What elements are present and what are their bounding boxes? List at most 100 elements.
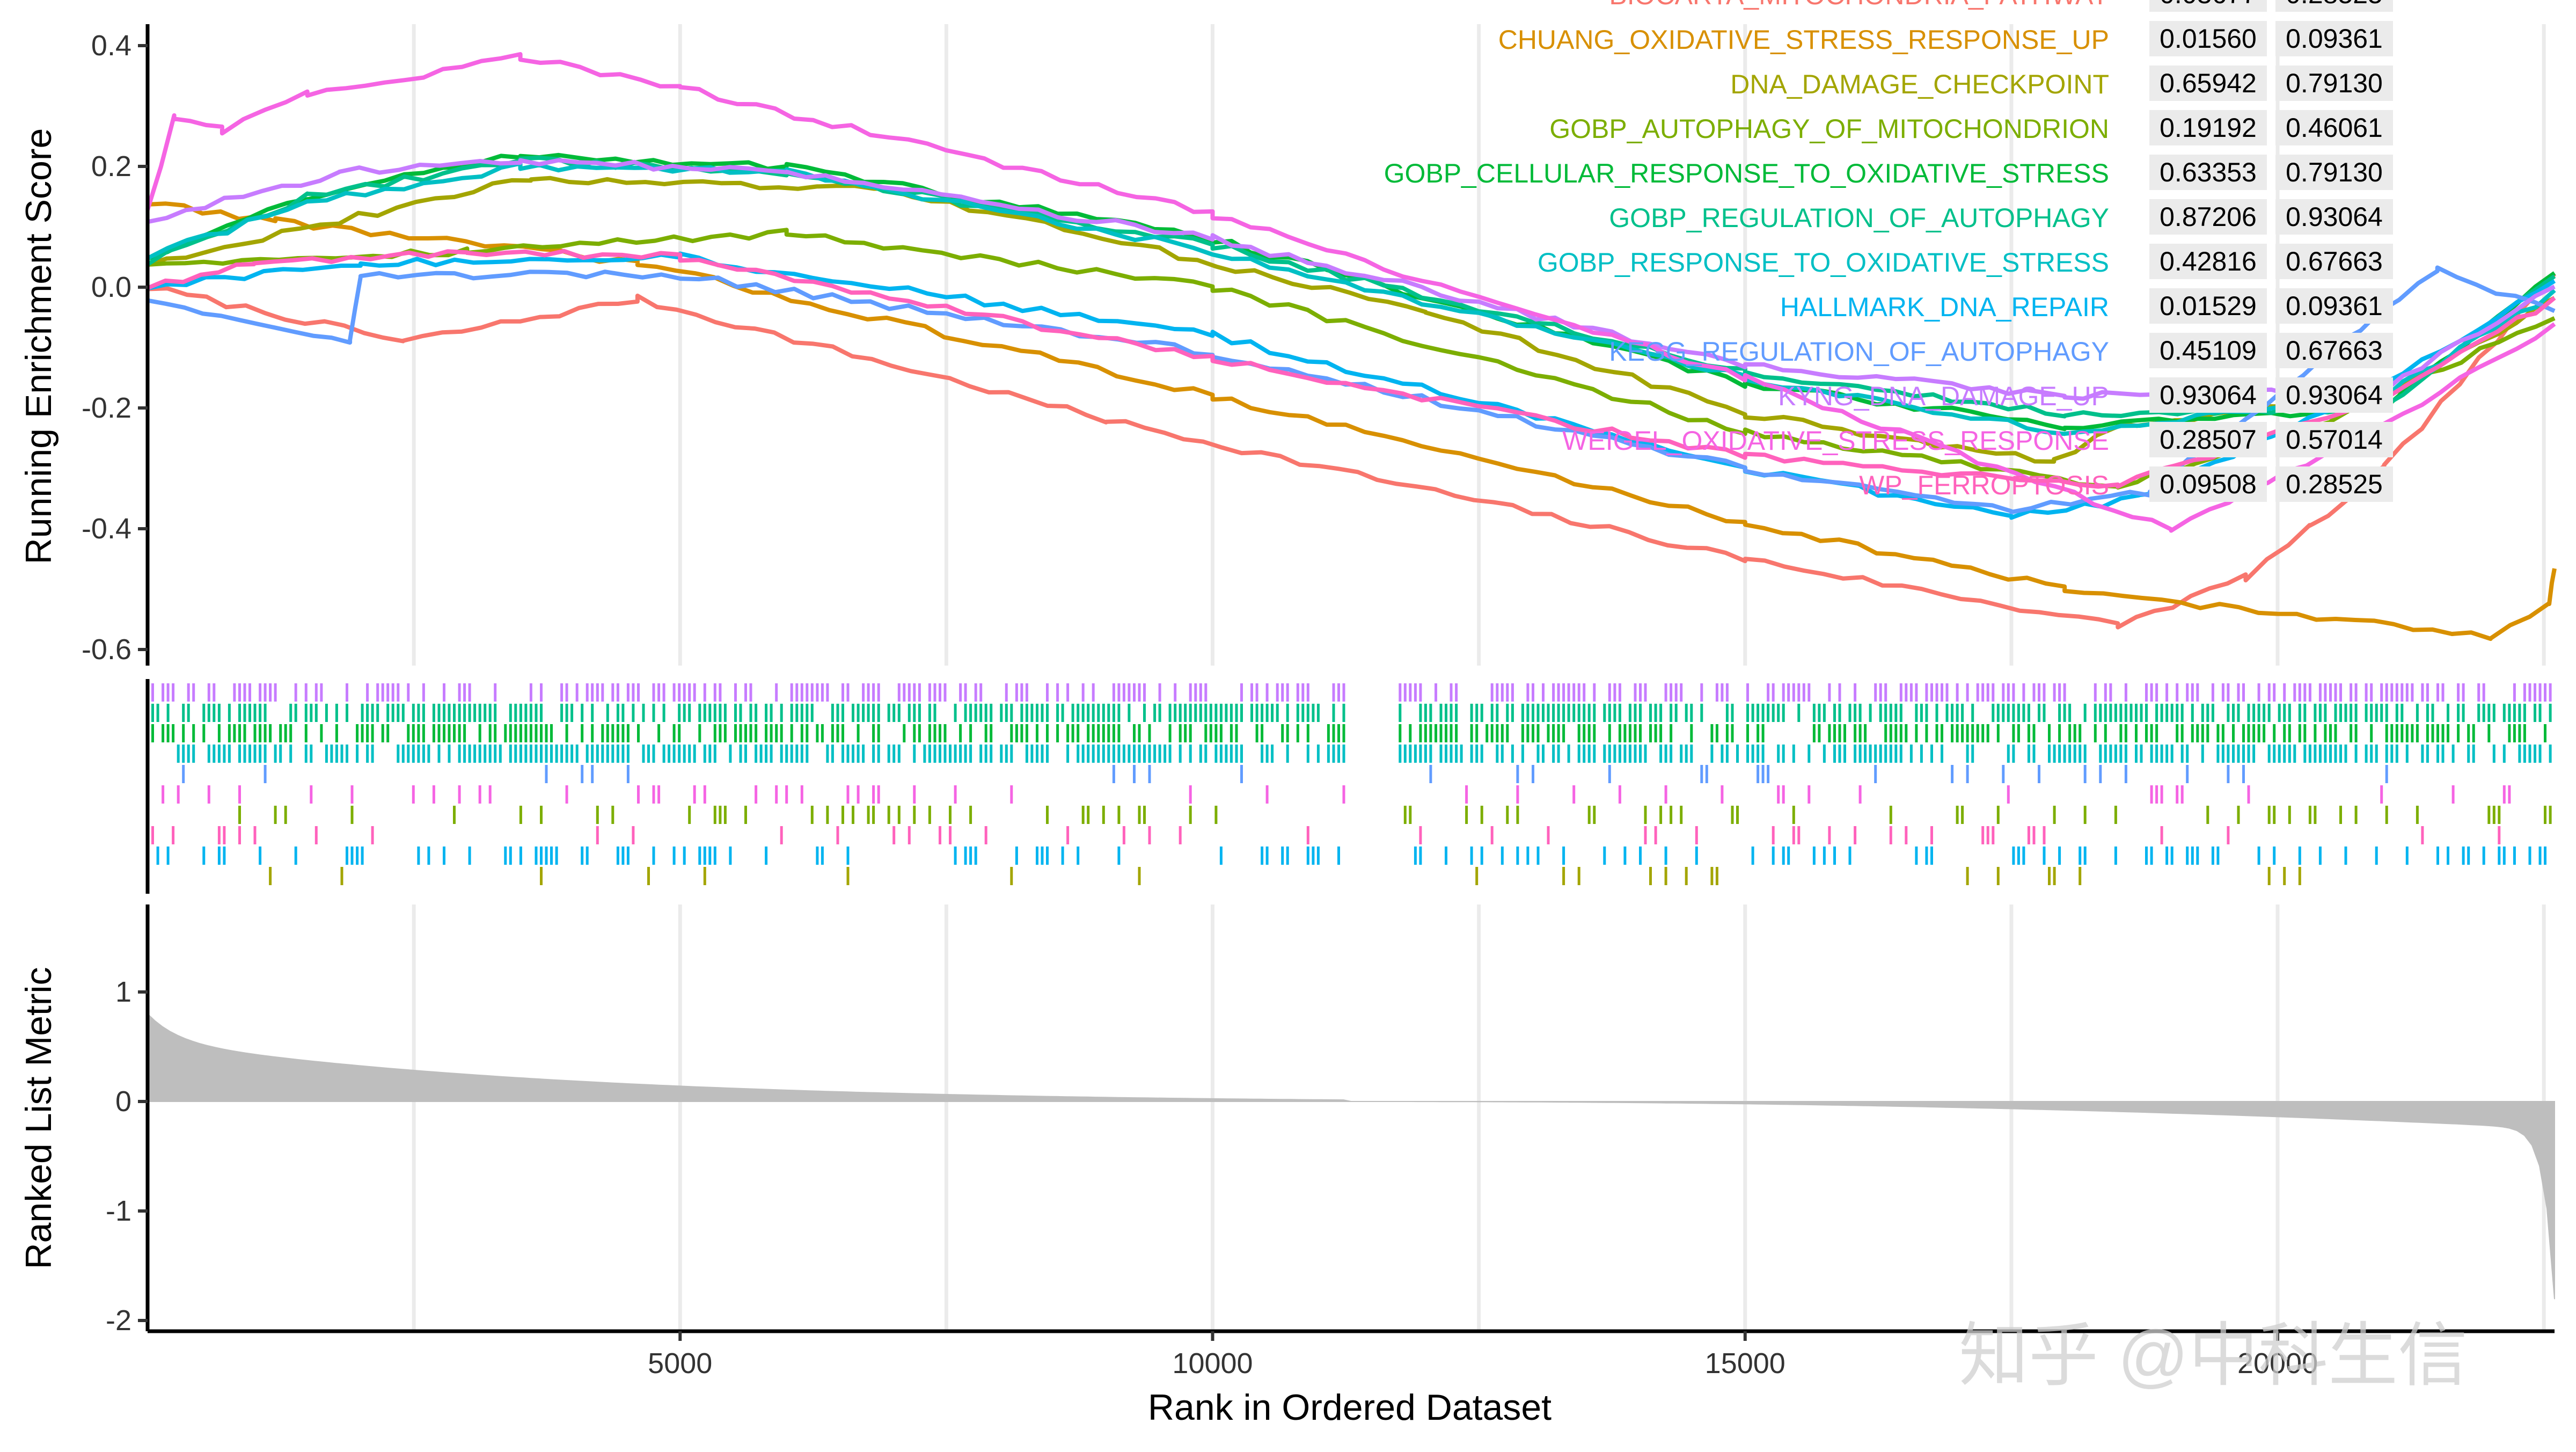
padjust-cell: 0.09361 <box>2286 24 2383 54</box>
x-tick-label: 10000 <box>1172 1347 1253 1380</box>
legend-row-kyng-dna-damage-up: KYNG_DNA_DAMAGE_UP 0.93064 0.93064 <box>1778 377 2393 413</box>
hit-row-hallmark-dna-repair <box>156 847 2546 865</box>
padjust-cell-bg <box>2275 466 2393 502</box>
hit-row-weigel-oxidative-stress-response <box>162 785 2511 804</box>
ranked-metric-area-shape <box>147 1012 2555 1300</box>
y-axis-title-ranked-metric: Ranked List Metric <box>18 967 59 1269</box>
legend-label-6: GOBP_REGULATION_OF_AUTOPHAGY <box>1609 203 2109 233</box>
gene-hits-panel <box>146 683 2552 885</box>
padjust-cell: 0.79130 <box>2286 157 2383 187</box>
pvalue-cell-bg <box>2149 199 2267 235</box>
legend-table: BIOCARTA_MITOCHONDRIA_PATHWAY 0.03677 0.28… <box>1384 0 2393 502</box>
hit-row-kyng-dna-damage-up <box>146 683 2552 702</box>
legend-label-1: BIOCARTA_MITOCHONDRIA_PATHWAY <box>1609 0 2109 10</box>
pvalue-cell-bg <box>2149 244 2267 279</box>
padjust-cell-bg <box>2275 244 2393 279</box>
legend-label-5: GOBP_CELLULAR_RESPONSE_TO_OXIDATIVE_STRE… <box>1384 158 2109 188</box>
legend-row-wp-ferroptosis: WP_FERROPTOSIS 0.09508 0.28525 <box>1859 466 2393 502</box>
x-tick-label: 20000 <box>2237 1347 2318 1380</box>
y-tick-label-top: 0.2 <box>91 150 131 183</box>
pvalue-cell: 0.09508 <box>2160 469 2257 499</box>
hit-row-gobp-autophagy-of-mitochondrion <box>238 806 2552 824</box>
pvalue-cell-bg <box>2149 288 2267 324</box>
y-tick-label-bottom: 1 <box>115 976 131 1008</box>
legend-row-gobp-response-to-oxidative-stress: GOBP_RESPONSE_TO_OXIDATIVE_STRESS 0.42816… <box>1538 244 2393 279</box>
hit-row-gobp-cellular-response-to-oxidative-stress <box>146 724 2546 742</box>
legend-row-gobp-regulation-of-autophagy: GOBP_REGULATION_OF_AUTOPHAGY 0.87206 0.930… <box>1609 199 2393 235</box>
pvalue-cell-bg <box>2149 65 2267 101</box>
legend-row-gobp-cellular-response-to-oxidative-stress: GOBP_CELLULAR_RESPONSE_TO_OXIDATIVE_STRE… <box>1384 155 2393 190</box>
y-tick-label-top: 0.4 <box>91 30 131 62</box>
padjust-cell-bg <box>2275 199 2393 235</box>
pvalue-cell-bg <box>2149 377 2267 413</box>
legend-label-8: HALLMARK_DNA_REPAIR <box>1780 292 2109 322</box>
pvalue-cell: 0.01529 <box>2160 291 2257 321</box>
legend-label-10: KYNG_DNA_DAMAGE_UP <box>1778 381 2109 411</box>
pvalue-cell-bg <box>2149 466 2267 502</box>
y-tick-label-bottom: 0 <box>115 1085 131 1118</box>
padjust-cell-bg <box>2275 377 2393 413</box>
padjust-cell: 0.46061 <box>2286 113 2383 143</box>
es-line-weigel-oxidative-stress-response <box>145 52 2556 533</box>
padjust-cell-bg <box>2275 0 2393 12</box>
pvalue-cell: 0.28507 <box>2160 425 2257 455</box>
padjust-cell: 0.79130 <box>2286 68 2383 98</box>
axes: 0.4 0.2 0.0 -0.2 -0.4 -0.6 1 0 -1 -2 5000 10000 1500… <box>82 24 2555 1380</box>
legend-label-9: KEGG_REGULATION_OF_AUTOPHAGY <box>1609 337 2109 367</box>
pvalue-cell: 0.01560 <box>2160 24 2257 54</box>
padjust-cell-bg <box>2275 155 2393 190</box>
y-axis-title-running-es: Running Enrichment Score <box>18 128 59 565</box>
padjust-cell: 0.93064 <box>2286 202 2383 232</box>
y-tick-label-bottom: -2 <box>106 1304 131 1337</box>
y-tick-label-top: -0.6 <box>82 633 131 666</box>
pvalue-cell: 0.03677 <box>2160 0 2257 9</box>
pvalue-cell-bg <box>2149 0 2267 12</box>
es-line-biocarta-mitochondria-pathway <box>147 272 2556 630</box>
padjust-cell-bg <box>2275 21 2393 56</box>
pvalue-cell: 0.45109 <box>2160 335 2257 366</box>
legend-row-biocarta-mitochondria-pathway: BIOCARTA_MITOCHONDRIA_PATHWAY 0.03677 0.28… <box>1609 0 2393 12</box>
hit-row-gobp-response-to-oxidative-stress <box>146 745 2552 763</box>
ranked-metric-area <box>147 1012 2555 1300</box>
legend-row-dna-damage-checkpoint: DNA_DAMAGE_CHECKPOINT 0.65942 0.79130 <box>1730 65 2393 101</box>
pvalue-cell: 0.42816 <box>2160 246 2257 276</box>
pvalue-cell-bg <box>2149 155 2267 190</box>
hit-row-gobp-regulation-of-autophagy <box>146 704 2552 722</box>
legend-row-weigel-oxidative-stress-response: WEIGEL_OXIDATIVE_STRESS_RESPONSE 0.28507 0… <box>1562 422 2393 457</box>
x-axis-title: Rank in Ordered Dataset <box>1148 1387 1552 1428</box>
y-tick-label-top: -0.4 <box>82 513 131 545</box>
y-tick-label-top: 0.0 <box>91 271 131 303</box>
padjust-cell-bg <box>2275 288 2393 324</box>
padjust-cell: 0.28525 <box>2286 469 2383 499</box>
legend-row-chuang-oxidative-stress-response-up: CHUANG_OXIDATIVE_STRESS_RESPONSE_UP 0.015… <box>1498 21 2393 56</box>
y-tick-label-top: -0.2 <box>82 392 131 424</box>
pvalue-cell: 0.65942 <box>2160 68 2257 98</box>
legend-label-4: GOBP_AUTOPHAGY_OF_MITOCHONDRION <box>1549 114 2109 144</box>
pvalue-cell: 0.19192 <box>2160 113 2257 143</box>
hit-row-wp-ferroptosis <box>151 826 2501 844</box>
padjust-cell-bg <box>2275 422 2393 457</box>
y-tick-label-bottom: -1 <box>106 1195 131 1227</box>
pvalue-cell-bg <box>2149 21 2267 56</box>
legend-label-12: WP_FERROPTOSIS <box>1859 470 2109 500</box>
padjust-cell: 0.09361 <box>2286 291 2383 321</box>
es-line-chuang-oxidative-stress-response-up <box>147 201 2557 641</box>
padjust-cell-bg <box>2275 333 2393 368</box>
watermark-text: 知乎 @中科生信 <box>1959 1316 2468 1395</box>
legend-label-3: DNA_DAMAGE_CHECKPOINT <box>1730 69 2109 99</box>
x-tick-label: 5000 <box>648 1347 712 1380</box>
pvalue-cell: 0.63353 <box>2160 157 2257 187</box>
pvalue-cell-bg <box>2149 333 2267 368</box>
legend-label-7: GOBP_RESPONSE_TO_OXIDATIVE_STRESS <box>1538 247 2109 278</box>
legend-label-11: WEIGEL_OXIDATIVE_STRESS_RESPONSE <box>1562 426 2109 456</box>
pvalue-cell-bg <box>2149 110 2267 145</box>
padjust-cell-bg <box>2275 110 2393 145</box>
padjust-cell: 0.28525 <box>2286 0 2383 9</box>
padjust-cell-bg <box>2275 65 2393 101</box>
padjust-cell: 0.67663 <box>2286 335 2383 366</box>
padjust-cell: 0.93064 <box>2286 380 2383 410</box>
legend-label-2: CHUANG_OXIDATIVE_STRESS_RESPONSE_UP <box>1498 25 2109 55</box>
hit-row-kegg-regulation-of-autophagy <box>182 765 2388 783</box>
